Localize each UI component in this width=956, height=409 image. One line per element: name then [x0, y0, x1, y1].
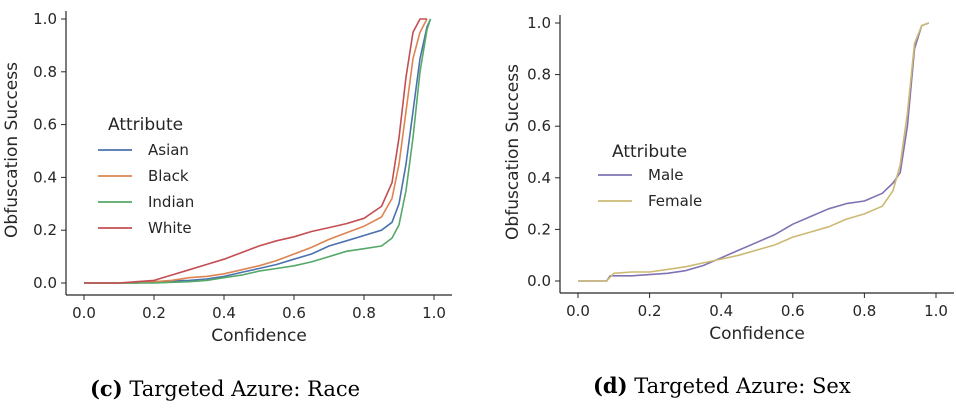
series-line-asian — [84, 18, 432, 284]
x-tick-label: 1.0 — [422, 304, 446, 322]
y-tick-label: 0.0 — [527, 272, 551, 290]
legend-title: Attribute — [612, 142, 687, 162]
x-tick-label: 0.8 — [352, 304, 376, 322]
y-tick-label: 0.2 — [33, 221, 57, 239]
caption-race: (c) Targeted Azure: Race — [90, 376, 361, 401]
y-tick-label: 0.4 — [33, 168, 57, 186]
series-line-male — [578, 22, 930, 282]
x-tick-label: 0.4 — [212, 304, 236, 322]
chart-sex: 0.0 0.2 0.4 0.6 0.8 1.0 0.0 0.2 0.4 0.6 0.8 1.0 Conf… — [503, 14, 954, 344]
series-line-indian — [84, 18, 432, 284]
x-tick-label: 0.0 — [566, 302, 590, 320]
x-tick-label: 0.2 — [142, 304, 166, 322]
x-tick-label: 0.0 — [72, 304, 96, 322]
y-tick-label: 0.4 — [527, 169, 551, 187]
legend-title: Attribute — [108, 115, 183, 135]
x-tick-label: 0.8 — [852, 302, 876, 320]
chart-race: 0.0 0.2 0.4 0.6 0.8 1.0 0.0 0.2 0.4 0.6 0.8 1.0 Conf… — [2, 10, 452, 346]
y-tick-label: 0.6 — [33, 116, 57, 134]
legend-label-female: Female — [648, 192, 702, 210]
y-tick-label: 0.8 — [33, 63, 57, 81]
y-tick-label: 1.0 — [527, 14, 551, 32]
series-line-black — [84, 18, 428, 284]
y-axis-label: Obfuscation Success — [503, 64, 523, 240]
x-tick-label: 0.6 — [781, 302, 805, 320]
legend-label-black: Black — [148, 167, 189, 185]
x-tick-label: 0.4 — [709, 302, 733, 320]
x-tick-label: 0.2 — [638, 302, 662, 320]
y-tick-label: 0.2 — [527, 220, 551, 238]
legend-label-white: White — [148, 219, 192, 237]
legend-label-asian: Asian — [148, 141, 189, 159]
x-tick-label: 0.6 — [282, 304, 306, 322]
y-tick-label: 0.8 — [527, 66, 551, 84]
legend-label-male: Male — [648, 166, 684, 184]
y-tick-label: 0.6 — [527, 117, 551, 135]
series-line-female — [578, 22, 930, 282]
caption-sex: (d) Targeted Azure: Sex — [593, 373, 851, 398]
x-axis-label: Confidence — [211, 326, 307, 346]
x-axis-label: Confidence — [709, 324, 805, 344]
y-tick-label: 1.0 — [33, 10, 57, 28]
x-tick-label: 1.0 — [924, 302, 948, 320]
legend-label-indian: Indian — [148, 193, 194, 211]
series-line-white — [84, 18, 427, 284]
y-axis-label: Obfuscation Success — [2, 62, 22, 238]
y-tick-label: 0.0 — [33, 274, 57, 292]
